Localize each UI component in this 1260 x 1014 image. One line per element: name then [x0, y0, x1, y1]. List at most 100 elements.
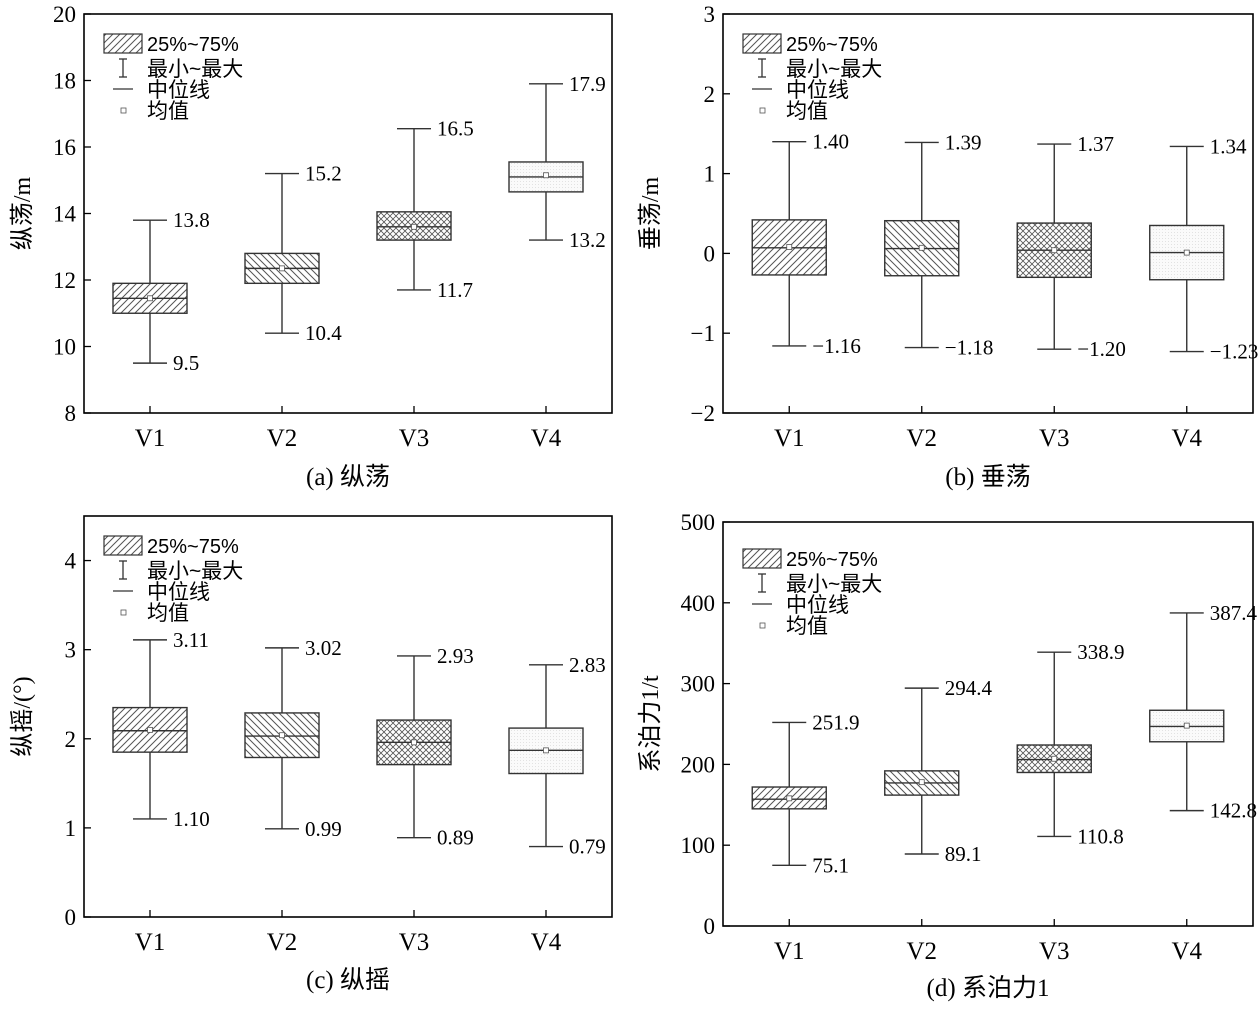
mean-marker — [786, 244, 793, 250]
min-label: 89.1 — [945, 842, 982, 866]
max-label: 2.83 — [569, 653, 606, 677]
x-tick-label: V4 — [531, 425, 562, 452]
legend-mean-icon — [759, 107, 766, 114]
max-label: 3.11 — [173, 628, 209, 652]
chart-panel-b: −2 −1 0 1 2 3 V1 V2 V3 V4 垂荡/m (b) 垂荡 1.40 −1.16 1.39 −… — [637, 2, 1258, 491]
x-tick-label: V2 — [906, 425, 937, 452]
y-tick-label: 3 — [65, 638, 77, 663]
max-label: 1.34 — [1210, 134, 1247, 158]
y-tick-label: 2 — [65, 727, 77, 752]
legend-box-swatch — [742, 33, 782, 54]
mean-marker — [543, 747, 549, 754]
chart-panel-c: 0 1 2 3 4 V1 V2 V3 V4 纵摇/(°) (c) 纵摇 3.11 1.10 3.02 0.9… — [9, 515, 613, 994]
min-label: 11.7 — [437, 278, 473, 302]
min-label: 110.8 — [1077, 824, 1123, 848]
legend-mean-label: 均值 — [786, 100, 828, 123]
max-label: 17.9 — [569, 72, 606, 96]
x-tick-label: V3 — [1039, 425, 1070, 452]
legend-range-label: 最小~最大 — [147, 560, 243, 583]
y-tick-label: 200 — [681, 752, 716, 777]
x-tick-label: V1 — [774, 938, 805, 965]
chart-title: (d) 系泊力1 — [927, 974, 1050, 1002]
x-tick-label: V2 — [267, 425, 298, 452]
y-tick-label: 3 — [704, 2, 716, 27]
legend-box-label: 25%~75% — [147, 34, 239, 56]
mean-marker — [1051, 755, 1058, 762]
min-label: 0.79 — [569, 835, 606, 859]
max-label: 16.5 — [437, 117, 474, 141]
legend-box-swatch — [742, 548, 782, 569]
y-tick-label: 500 — [681, 510, 716, 535]
legend-box-swatch — [103, 33, 143, 54]
y-tick-label: 0 — [704, 241, 716, 266]
y-tick-label: 2 — [704, 82, 716, 107]
legend-range-label: 最小~最大 — [786, 58, 882, 81]
plot-frame — [722, 13, 1254, 414]
min-label: 142.8 — [1210, 799, 1257, 823]
min-label: 13.2 — [569, 228, 606, 252]
legend-range-label: 最小~最大 — [147, 58, 243, 81]
mean-marker — [543, 172, 549, 179]
legend-box-label: 25%~75% — [786, 549, 878, 571]
y-tick-label: 1 — [704, 162, 716, 187]
min-label: 75.1 — [812, 853, 849, 877]
legend-median-label: 中位线 — [786, 79, 849, 102]
x-tick-label: V4 — [1171, 938, 1202, 965]
mean-marker — [918, 779, 925, 786]
legend-mean-icon — [120, 609, 127, 616]
x-tick-label: V3 — [399, 425, 430, 452]
y-tick-label: −2 — [691, 401, 715, 426]
y-tick-label: 100 — [681, 833, 716, 858]
max-label: 251.9 — [812, 710, 859, 734]
legend-box-label: 25%~75% — [786, 34, 878, 56]
y-tick-label: 12 — [53, 268, 76, 293]
max-label: 1.37 — [1077, 132, 1114, 156]
mean-marker — [279, 265, 285, 272]
y-tick-label: 10 — [53, 335, 76, 360]
y-tick-label: 4 — [65, 549, 77, 574]
legend-median-label: 中位线 — [147, 581, 210, 604]
plot-frame — [83, 515, 613, 918]
max-label: 13.8 — [173, 208, 210, 232]
chart-title: (b) 垂荡 — [945, 463, 1030, 491]
min-label: −1.20 — [1077, 337, 1126, 361]
min-label: −1.16 — [812, 334, 861, 358]
max-label: 1.40 — [812, 130, 849, 154]
legend-mean-label: 均值 — [786, 615, 828, 638]
y-tick-label: 14 — [53, 202, 77, 227]
min-label: 1.10 — [173, 807, 210, 831]
mean-marker — [1051, 247, 1058, 254]
chart-panel-a: 8 10 12 14 16 18 20 V1 V2 V3 V4 纵荡/m (a) 纵荡 13.8 9.5 15… — [9, 2, 613, 491]
y-tick-label: 1 — [65, 816, 77, 841]
x-tick-label: V2 — [267, 929, 298, 956]
min-label: −1.18 — [945, 336, 994, 360]
mean-marker — [786, 795, 793, 802]
chart-panel-d: 0 100 200 300 400 500 V1 V2 V3 V4 系泊力1/t (d) 系泊力1 25… — [637, 510, 1258, 1002]
max-label: 2.93 — [437, 644, 474, 668]
mean-marker — [411, 739, 417, 746]
max-label: 1.39 — [945, 130, 982, 154]
legend-mean-icon — [759, 622, 766, 629]
x-tick-label: V2 — [906, 938, 937, 965]
y-tick-label: 400 — [681, 591, 716, 616]
x-tick-label: V3 — [1039, 938, 1070, 965]
y-tick-label: 0 — [704, 914, 716, 939]
min-label: 0.89 — [437, 826, 474, 850]
mean-marker — [411, 223, 417, 230]
max-label: 15.2 — [305, 162, 342, 186]
max-label: 294.4 — [945, 676, 993, 700]
mean-marker — [147, 726, 153, 733]
chart-title: (a) 纵荡 — [306, 463, 390, 491]
max-label: 338.9 — [1077, 640, 1124, 664]
x-tick-label: V1 — [135, 929, 166, 956]
mean-marker — [918, 244, 925, 251]
y-tick-label: 20 — [53, 2, 76, 27]
x-tick-label: V1 — [135, 425, 166, 452]
legend-range-label: 最小~最大 — [786, 573, 882, 596]
